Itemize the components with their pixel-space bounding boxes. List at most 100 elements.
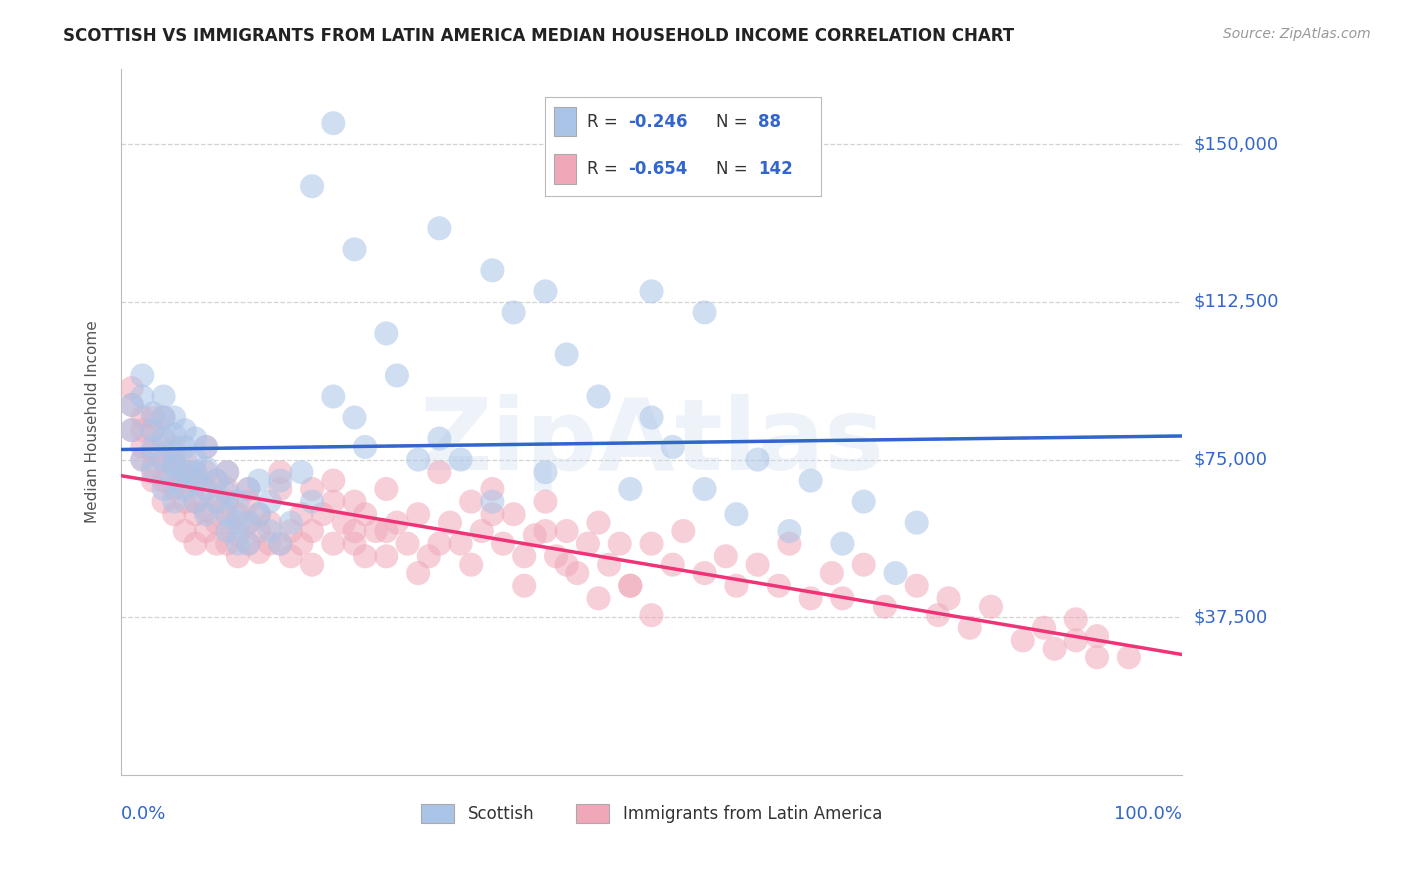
Point xyxy=(226,528,249,542)
Point xyxy=(173,440,195,454)
Point xyxy=(343,494,366,508)
Point xyxy=(938,591,960,606)
Point xyxy=(163,482,186,496)
Point xyxy=(693,305,716,319)
Point xyxy=(152,452,174,467)
Point xyxy=(195,507,218,521)
Point xyxy=(322,536,344,550)
Point xyxy=(205,474,228,488)
Point xyxy=(280,516,302,530)
Point xyxy=(173,474,195,488)
Point xyxy=(619,579,641,593)
Point xyxy=(173,465,195,479)
Point xyxy=(375,326,398,341)
Point xyxy=(226,549,249,564)
Point xyxy=(588,389,610,403)
Point xyxy=(269,465,291,479)
Point xyxy=(588,591,610,606)
Point xyxy=(226,507,249,521)
Point xyxy=(152,474,174,488)
Point xyxy=(217,494,239,508)
Point xyxy=(238,482,260,496)
Point xyxy=(481,263,503,277)
Point xyxy=(619,579,641,593)
Point xyxy=(142,440,165,454)
Point xyxy=(195,482,218,496)
Point xyxy=(354,440,377,454)
Point xyxy=(142,410,165,425)
Point xyxy=(301,524,323,538)
Point xyxy=(163,494,186,508)
Point xyxy=(481,494,503,508)
Point xyxy=(471,524,494,538)
Point xyxy=(640,410,662,425)
Point xyxy=(661,440,683,454)
Point xyxy=(725,579,748,593)
Point xyxy=(333,516,356,530)
Point xyxy=(831,591,853,606)
Point xyxy=(195,440,218,454)
Point xyxy=(217,465,239,479)
Point xyxy=(609,536,631,550)
Point xyxy=(184,465,207,479)
Point xyxy=(534,494,557,508)
Point xyxy=(725,507,748,521)
Point xyxy=(184,507,207,521)
Point xyxy=(173,423,195,437)
Point xyxy=(555,524,578,538)
Text: Source: ZipAtlas.com: Source: ZipAtlas.com xyxy=(1223,27,1371,41)
Point xyxy=(1085,650,1108,665)
Point xyxy=(1011,633,1033,648)
Point xyxy=(142,465,165,479)
Point xyxy=(152,482,174,496)
Point xyxy=(1064,633,1087,648)
Point xyxy=(152,410,174,425)
Point xyxy=(195,482,218,496)
Point xyxy=(142,423,165,437)
Point xyxy=(247,507,270,521)
Point xyxy=(450,536,472,550)
Point xyxy=(598,558,620,572)
Point xyxy=(927,608,949,623)
Point xyxy=(195,440,218,454)
Text: $75,000: $75,000 xyxy=(1194,450,1267,468)
Point xyxy=(619,482,641,496)
Point xyxy=(693,566,716,580)
Point xyxy=(195,461,218,475)
Point xyxy=(905,516,928,530)
Point xyxy=(290,536,312,550)
Point xyxy=(831,536,853,550)
Point xyxy=(301,482,323,496)
Point xyxy=(184,494,207,508)
Point xyxy=(121,381,143,395)
Point xyxy=(217,524,239,538)
Point xyxy=(269,536,291,550)
Point xyxy=(269,474,291,488)
Point xyxy=(747,452,769,467)
Point xyxy=(1085,629,1108,643)
Point xyxy=(343,524,366,538)
Y-axis label: Median Household Income: Median Household Income xyxy=(86,320,100,523)
Point xyxy=(152,432,174,446)
Point xyxy=(173,452,195,467)
Point xyxy=(502,305,524,319)
Point xyxy=(184,432,207,446)
Point xyxy=(238,536,260,550)
Point xyxy=(884,566,907,580)
Point xyxy=(534,524,557,538)
Point xyxy=(768,579,790,593)
Point xyxy=(555,347,578,361)
Point xyxy=(534,465,557,479)
Point xyxy=(280,549,302,564)
Point xyxy=(163,461,186,475)
Point xyxy=(152,410,174,425)
Point xyxy=(385,516,408,530)
Point xyxy=(195,524,218,538)
Point xyxy=(163,410,186,425)
Point xyxy=(427,221,450,235)
Point xyxy=(406,566,429,580)
Point xyxy=(290,507,312,521)
Point xyxy=(226,494,249,508)
Point xyxy=(322,474,344,488)
Point xyxy=(152,494,174,508)
